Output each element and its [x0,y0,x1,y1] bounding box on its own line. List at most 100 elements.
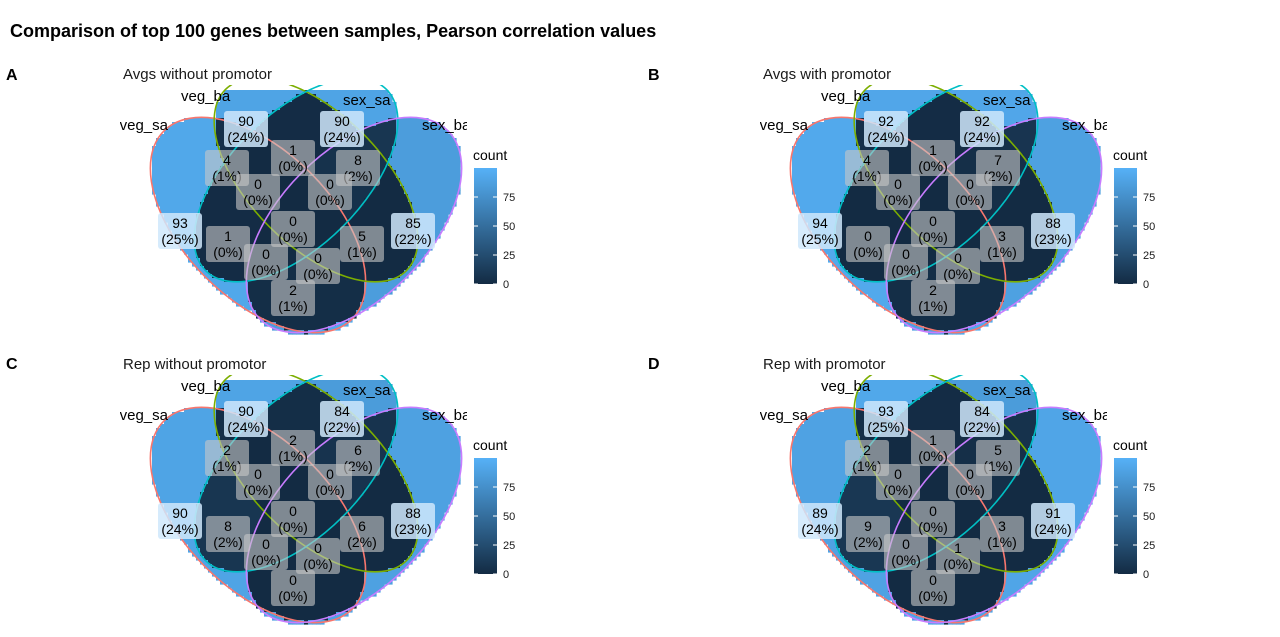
region-fill-cell [372,290,377,295]
region-fill-cell [180,134,185,139]
region-fill-cell [364,294,369,299]
region-fill-cell [1044,142,1049,147]
region-fill-cell [336,230,341,235]
region-fill-cell [440,162,445,167]
region-fill-cell [160,198,165,203]
region-fill-cell [820,174,825,179]
region-fill-cell [204,130,209,135]
region-fill-cell [456,174,461,179]
region-fill-cell [876,146,881,151]
region-fill-cell [408,146,413,151]
region-fill-cell [368,122,373,127]
region-fill-cell [880,106,885,111]
region-fill-cell [1048,166,1053,171]
region-fill-cell [1020,138,1025,143]
region-fill-cell [900,162,905,167]
region-fill-cell [164,142,169,147]
region-fill-cell [1020,146,1025,151]
region-fill-cell [364,202,369,207]
region-fill-cell [432,126,437,131]
region-fill-cell [304,178,309,183]
region-fill-cell [888,106,893,111]
region-fill-cell [248,290,253,295]
region-fill-cell [292,130,297,135]
region-fill-cell [340,218,345,223]
region-fill-cell [304,174,309,179]
region-fill-cell [188,194,193,199]
region-fill-cell [1064,134,1069,139]
region-fill-cell [936,110,941,115]
region-fill-cell [356,190,361,195]
region-fill-cell [868,90,873,95]
region-fill-cell [228,106,233,111]
region-fill-cell [316,226,321,231]
region-fill-cell [268,214,273,219]
region-label: 90(24%) [224,111,268,147]
region-fill-cell [956,162,961,167]
region-fill-cell [800,162,805,167]
region-fill-cell [440,150,445,155]
region-fill-cell [184,138,189,143]
region-fill-cell [200,118,205,123]
region-fill-cell [1064,170,1069,175]
region-fill-cell [440,218,445,223]
region-fill-cell [372,286,377,291]
region-fill-cell [336,90,341,95]
region-fill-cell [200,122,205,127]
region-fill-cell [920,118,925,123]
region-fill-cell [904,154,909,159]
region-fill-cell [172,130,177,135]
region-count: 8 [354,152,362,168]
region-fill-cell [848,130,853,135]
region-fill-cell [968,102,973,107]
region-fill-cell [876,94,881,99]
region-fill-cell [448,134,453,139]
region-fill-cell [892,94,897,99]
region-fill-cell [1084,166,1089,171]
region-fill-cell [244,102,249,107]
region-fill-cell [312,106,317,111]
region-fill-cell [796,170,801,175]
region-fill-cell [164,166,169,171]
region-fill-cell [1016,110,1021,115]
region-fill-cell [924,134,929,139]
region-fill-cell [416,210,421,215]
region-fill-cell [288,186,293,191]
region-label-box [296,248,340,284]
region-fill-cell [376,118,381,123]
region-fill-cell [368,130,373,135]
region-fill-cell [1044,138,1049,143]
region-fill-cell [412,170,417,175]
region-fill-cell [228,90,233,95]
region-fill-cell [384,210,389,215]
region-fill-cell [884,102,889,107]
region-fill-cell [276,326,281,331]
region-fill-cell [1052,142,1057,147]
region-fill-cell [252,298,257,303]
region-fill-cell [1016,98,1021,103]
region-fill-cell [352,90,357,95]
region-fill-cell [192,166,197,171]
region-fill-cell [244,98,249,103]
region-fill-cell [188,118,193,123]
region-fill-cell [376,94,381,99]
region-fill-cell [396,270,401,275]
region-fill-cell [268,102,273,107]
region-fill-cell [880,146,885,151]
region-fill-cell [992,90,997,95]
region-fill-cell [428,138,433,143]
region-fill-cell [828,158,833,163]
region-fill-cell [168,130,173,135]
region-fill-cell [284,106,289,111]
region-fill-cell [848,118,853,123]
region-fill-cell [988,146,993,151]
region-fill-cell [344,98,349,103]
region-fill-cell [1056,122,1061,127]
region-fill-cell [944,106,949,111]
region-fill-cell [404,150,409,155]
region-fill-cell [304,106,309,111]
region-fill-cell [260,278,265,283]
region-fill-cell [1060,162,1065,167]
region-fill-cell [164,206,169,211]
region-fill-cell [216,194,221,199]
